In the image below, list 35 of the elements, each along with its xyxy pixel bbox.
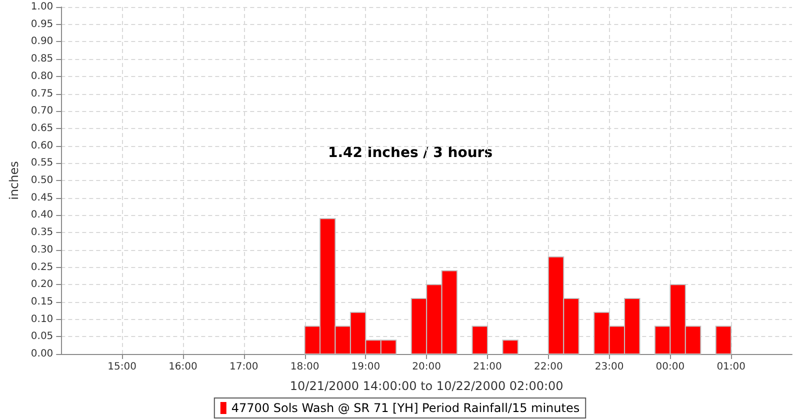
x-axis-title: 10/21/2000 14:00:00 to 10/22/2000 02:00:00 xyxy=(290,379,564,393)
y-tick-label: 0.35 xyxy=(30,227,54,238)
y-tick-label: 0.80 xyxy=(30,70,54,82)
y-axis-title: inches xyxy=(7,161,21,200)
x-tick-label: 23:00 xyxy=(594,362,624,372)
y-tick-label: 0.65 xyxy=(30,122,54,134)
y-tick-label: 0.40 xyxy=(30,210,54,221)
y-tick-label: 0.10 xyxy=(30,314,54,325)
y-tick-label: 0.20 xyxy=(30,279,54,290)
legend-label: 47700 Sols Wash @ SR 71 [YH] Period Rainfall/15 minutes xyxy=(231,401,580,415)
y-tick-label: 0.25 xyxy=(30,262,54,273)
y-tick-label: 0.85 xyxy=(30,54,54,65)
x-tick-label: 01:00 xyxy=(716,362,746,372)
x-tick-label: 00:00 xyxy=(656,362,685,372)
x-tick-label: 16:00 xyxy=(168,362,198,372)
y-tick-label: 0.15 xyxy=(30,296,54,308)
x-tick-label: 21:00 xyxy=(473,362,502,372)
y-tick-label: 0.60 xyxy=(30,140,54,152)
y-tick-label: 0.30 xyxy=(30,244,54,256)
x-tick-label: 19:00 xyxy=(351,362,380,372)
y-tick-label: 0.05 xyxy=(30,331,54,342)
y-tick-label: 0.50 xyxy=(30,175,54,186)
x-tick-label: 22:00 xyxy=(534,362,563,372)
y-tick-label: 0.45 xyxy=(30,192,54,204)
y-tick-label: 0.95 xyxy=(30,18,54,30)
y-tick-label: 0.75 xyxy=(30,88,54,100)
y-tick-label: 0.90 xyxy=(30,36,54,48)
x-tick-label: 15:00 xyxy=(108,362,136,372)
y-tick-label: 0.70 xyxy=(30,106,54,117)
x-tick-label: 17:00 xyxy=(229,362,258,372)
y-tick-label: 0.00 xyxy=(30,348,54,360)
x-tick-label: 20:00 xyxy=(412,362,441,372)
y-tick-label: 1.00 xyxy=(30,2,54,12)
x-tick-label: 18:00 xyxy=(290,362,320,372)
y-tick-label: 0.55 xyxy=(30,158,54,169)
